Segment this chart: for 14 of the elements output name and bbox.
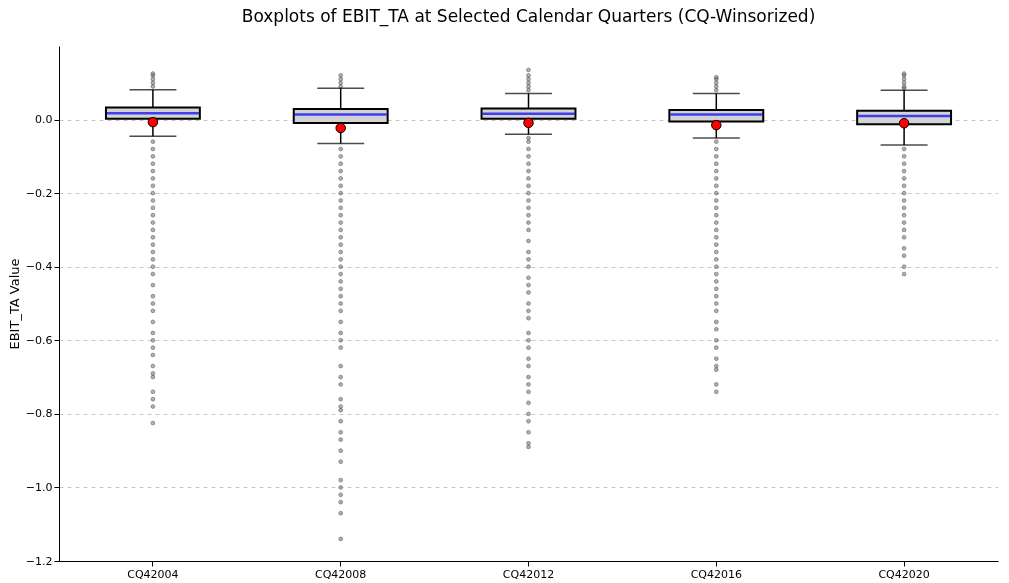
x-tick-label: CQ42012 [502, 567, 555, 581]
x-tick-label: CQ42004 [127, 567, 179, 581]
y-tick-label: 0.0 [35, 113, 53, 127]
y-tick-label: −0.8 [25, 407, 53, 421]
x-tick-label: CQ42020 [878, 567, 930, 581]
x-tick-label: CQ42016 [690, 567, 742, 581]
y-tick-label: −1.2 [25, 554, 53, 568]
chart-title: Boxplots of EBIT_TA at Selected Calendar Quarters (CQ-Winsorized) [241, 6, 816, 27]
y-axis-title: EBIT_TA Value [6, 258, 22, 350]
y-tick-label: −0.6 [25, 333, 53, 347]
x-tick-label: CQ42008 [315, 567, 367, 581]
y-tick-label: −0.4 [25, 260, 53, 274]
y-tick-label: −1.0 [25, 480, 53, 494]
y-tick-label: −0.2 [25, 186, 53, 200]
